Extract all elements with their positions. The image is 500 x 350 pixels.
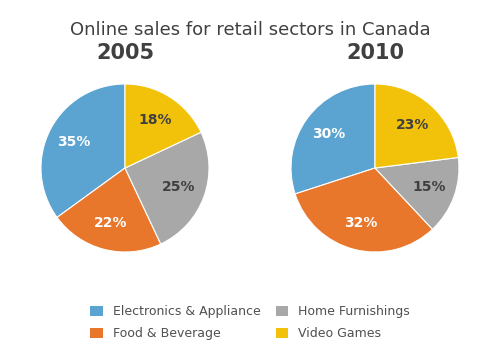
Wedge shape [295, 168, 432, 252]
Text: 2005: 2005 [96, 43, 154, 63]
Text: 30%: 30% [312, 127, 346, 141]
Text: 23%: 23% [396, 118, 430, 132]
Legend: Electronics & Appliance, Food & Beverage, Home Furnishings, Video Games: Electronics & Appliance, Food & Beverage… [86, 301, 413, 344]
Wedge shape [375, 158, 459, 229]
Text: 2010: 2010 [346, 43, 404, 63]
Text: 18%: 18% [139, 113, 172, 127]
Text: Online sales for retail sectors in Canada: Online sales for retail sectors in Canad… [70, 21, 430, 39]
Wedge shape [375, 84, 458, 168]
Wedge shape [125, 132, 209, 244]
Text: 22%: 22% [94, 216, 128, 230]
Wedge shape [41, 84, 125, 217]
Text: 32%: 32% [344, 216, 378, 230]
Text: 25%: 25% [162, 180, 196, 194]
Wedge shape [57, 168, 161, 252]
Wedge shape [125, 84, 201, 168]
Text: 15%: 15% [412, 180, 446, 194]
Wedge shape [291, 84, 375, 194]
Text: 35%: 35% [58, 135, 91, 149]
